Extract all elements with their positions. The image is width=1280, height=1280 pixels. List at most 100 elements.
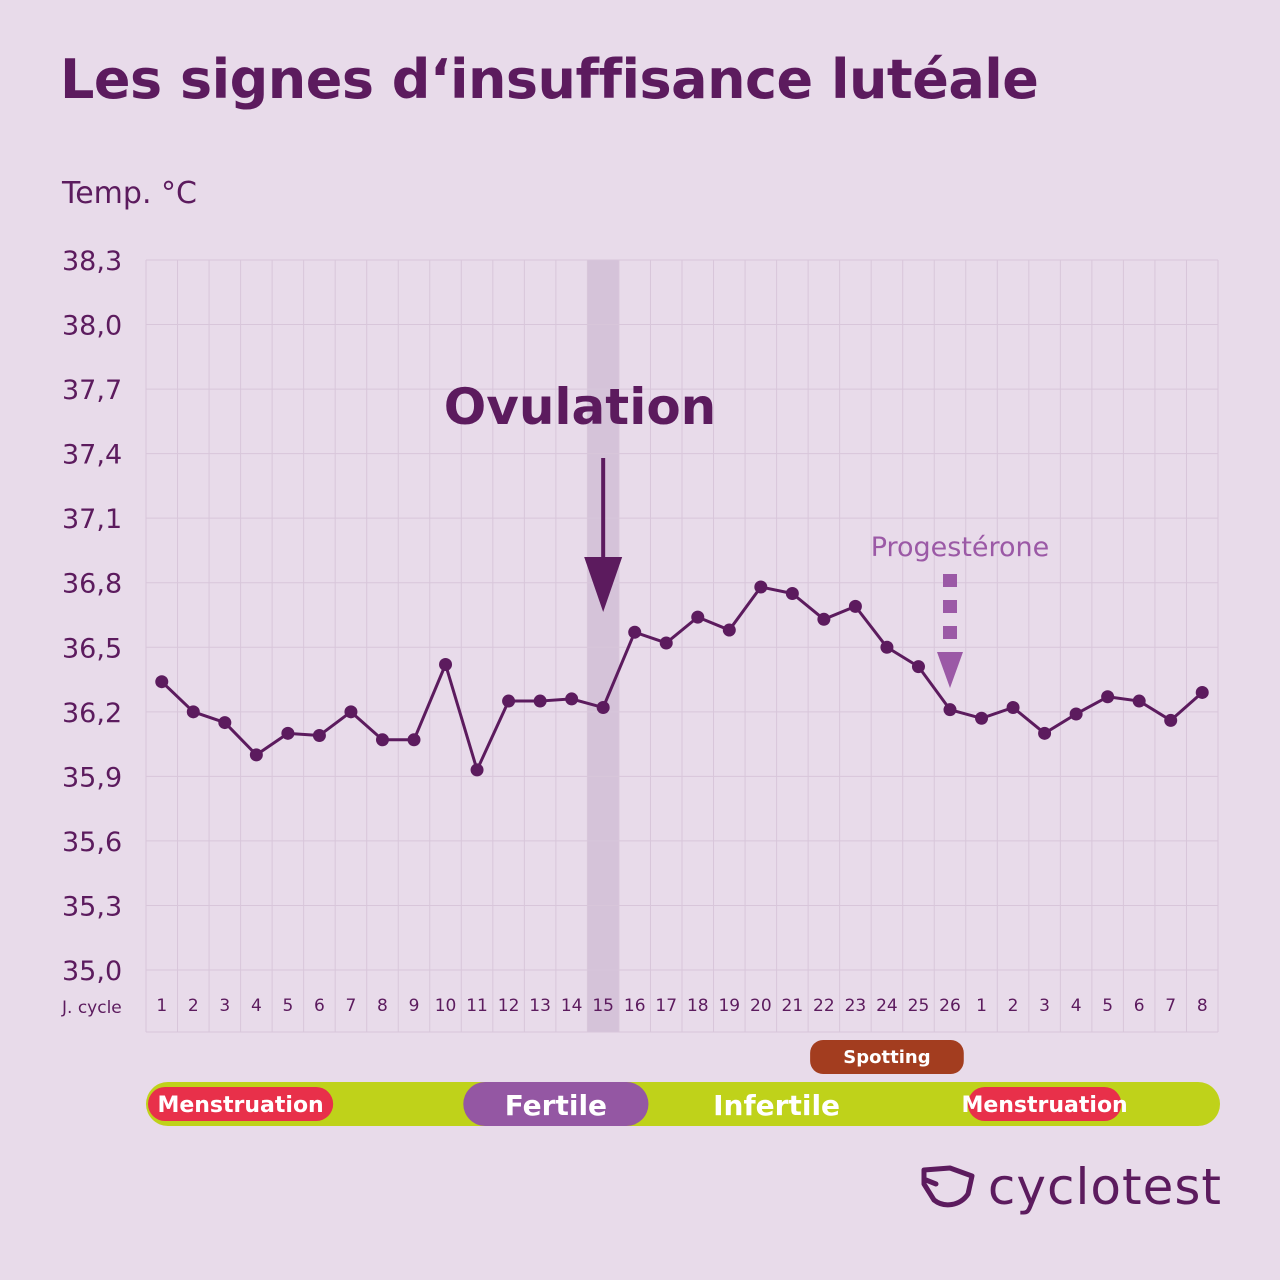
y-tick-label: 37,7 [62,375,122,406]
progesterone-arrow-dash [943,626,957,639]
progesterone-arrow-dash [943,600,957,613]
x-tick-label: 9 [409,996,420,1016]
x-tick-label: 8 [1197,996,1208,1016]
x-tick-label: 1 [156,996,167,1016]
phase-label-infertile: Infertile [713,1089,840,1122]
x-tick-label: 1 [976,996,987,1016]
data-point [691,610,705,624]
x-tick-label: 23 [845,996,867,1016]
x-tick-label: 7 [1165,996,1176,1016]
y-tick-label: 36,8 [62,569,122,600]
y-tick-label: 37,1 [62,504,122,535]
phase-menstruation-pill [967,1087,1122,1121]
spotting-label: Spotting [843,1047,930,1068]
x-tick-label: 4 [1071,996,1082,1016]
data-point [470,763,484,777]
data-point [565,692,579,706]
x-tick-label: 2 [1008,996,1019,1016]
phase-label-menstruation: Menstruation [157,1093,323,1118]
y-tick-label: 37,4 [62,440,122,471]
x-tick-label: 8 [377,996,388,1016]
x-tick-label: 2 [188,996,199,1016]
x-tick-label: 25 [908,996,930,1016]
data-point [312,728,326,742]
data-point [817,612,831,626]
data-point [880,640,894,654]
y-tick-label: 35,6 [62,827,122,858]
brand-name: cyclotest [987,1158,1222,1216]
progesterone-arrow-dash [943,574,957,587]
x-tick-label: 6 [1134,996,1145,1016]
data-point [1038,726,1052,740]
progesterone-arrow-head [937,652,963,688]
data-point [439,657,453,671]
data-point [722,623,736,637]
data-point [785,586,799,600]
y-tick-label: 35,9 [62,762,122,793]
data-point [344,705,358,719]
cyclotest-logo-icon [921,1165,975,1208]
phase-fertile-pill [463,1082,649,1126]
x-tick-label: 5 [282,996,293,1016]
x-tick-label: 24 [876,996,898,1016]
data-point [1195,685,1209,699]
x-tick-label: 21 [782,996,804,1016]
x-tick-label: 26 [939,996,961,1016]
temperature-series-line [160,585,1204,772]
data-point [1069,707,1083,721]
x-tick-label: 10 [435,996,457,1016]
y-axis-label: Temp. °C [62,176,197,211]
data-point [975,711,989,725]
data-point [1006,701,1020,715]
data-point [407,733,421,747]
chart-title: Les signes d‘insuffisance lutéale [60,48,1039,111]
data-point [186,705,200,719]
x-tick-label: 14 [561,996,583,1016]
x-tick-label: 7 [346,996,357,1016]
phase-label-menstruation: Menstruation [961,1093,1127,1118]
data-point [754,580,768,594]
progesterone-label: Progestérone [871,532,1050,563]
data-point [628,625,642,639]
x-tick-label: 13 [529,996,551,1016]
y-tick-label: 35,3 [62,891,122,922]
y-tick-label: 36,5 [62,633,122,664]
x-tick-label: 20 [750,996,772,1016]
data-point [502,694,516,708]
x-tick-label: 6 [314,996,325,1016]
ovulation-arrow-head [584,557,623,612]
x-tick-label: 17 [655,996,677,1016]
x-tick-label: 22 [813,996,835,1016]
data-point [659,636,673,650]
y-tick-label: 35,0 [62,956,122,987]
ovulation-band [587,260,619,1032]
brand-logo: cyclotest [920,1158,1222,1216]
data-point [943,703,957,717]
data-point [1101,690,1115,704]
phase-label-fertile: Fertile [505,1089,607,1122]
x-tick-label: 15 [592,996,614,1016]
x-tick-label: 4 [251,996,262,1016]
x-tick-label: 11 [466,996,488,1016]
x-tick-label: 18 [687,996,709,1016]
y-tick-label: 36,2 [62,698,122,729]
data-point [1164,713,1178,727]
spotting-badge [810,1040,964,1074]
y-tick-label: 38,0 [62,311,122,342]
x-tick-label: 5 [1102,996,1113,1016]
x-tick-label: 16 [624,996,646,1016]
data-point [1132,694,1146,708]
ovulation-label: Ovulation [444,378,717,436]
y-tick-label: 38,3 [62,246,122,277]
data-point [249,748,263,762]
phase-bar [146,1082,1220,1126]
data-point [911,660,925,674]
phase-menstruation-pill [148,1087,334,1121]
x-tick-label: 19 [718,996,740,1016]
data-point [281,726,295,740]
x-tick-label: 12 [498,996,520,1016]
data-point [375,733,389,747]
data-point [596,701,610,715]
data-point [218,716,232,730]
